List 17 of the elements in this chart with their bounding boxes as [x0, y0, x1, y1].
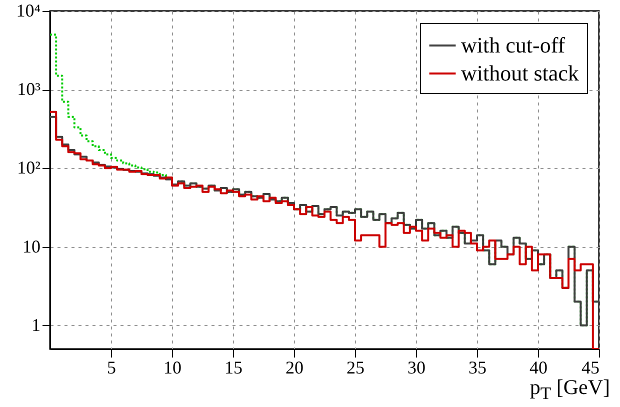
x-tick-label: 25	[346, 358, 364, 378]
y-tick-label: 10	[22, 236, 40, 256]
x-tick-label: 20	[286, 358, 304, 378]
x-tick-label: 10	[164, 358, 182, 378]
x-tick-label: 45	[582, 358, 600, 378]
y-tick-label: 10²	[17, 158, 40, 178]
x-tick-label: 15	[224, 358, 242, 378]
legend-label: with cut-off	[461, 32, 566, 58]
x-tick-label: 5	[107, 358, 116, 378]
y-tick-label: 10⁴	[16, 0, 40, 20]
x-axis-title: p$_{T}$ [GeV]	[530, 375, 610, 404]
y-tick-label: 1	[32, 314, 40, 335]
x-tick-label: 30	[408, 358, 426, 378]
x-tick-label: 35	[468, 358, 486, 378]
legend-label: without stack	[461, 60, 579, 86]
y-tick-label: 10³	[17, 79, 42, 100]
x-tick-label: 40	[530, 358, 548, 378]
